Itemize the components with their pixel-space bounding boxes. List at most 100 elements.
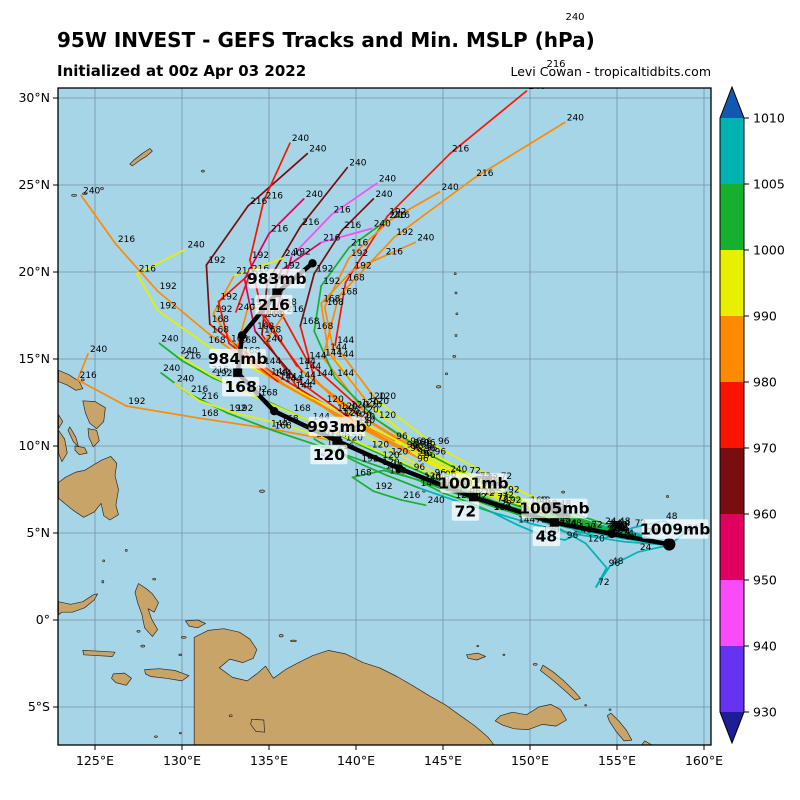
track-segment — [386, 152, 451, 218]
hour-label: 168 — [240, 336, 257, 346]
hour-label: 168 — [294, 404, 311, 414]
track-segment — [299, 166, 349, 228]
hour-label: 240 — [163, 364, 180, 374]
hour-label: 240 — [424, 474, 441, 484]
hour-label: 96 — [424, 439, 436, 449]
track-segment — [320, 269, 354, 305]
track-segment — [417, 486, 455, 501]
track-segment — [372, 490, 403, 501]
track-segment — [282, 382, 343, 420]
track-segment — [205, 205, 249, 266]
hour-label: 240 — [567, 113, 584, 123]
hour-label: 168 — [348, 273, 365, 283]
track-segment — [348, 218, 392, 259]
hour-label: 144 — [518, 515, 535, 525]
hour-label: 144 — [330, 343, 347, 353]
colorbar-tick-label: 990 — [753, 309, 777, 324]
hour-label: 168 — [264, 326, 281, 336]
track-segment — [135, 272, 159, 312]
hour-label: 96 — [417, 447, 429, 457]
hour-label: 216 — [201, 392, 218, 402]
hour-label: 240 — [177, 374, 194, 384]
hour-label: 192 — [215, 369, 232, 379]
islet — [436, 385, 442, 389]
track-segment — [235, 272, 251, 313]
hour-label: 192 — [128, 397, 145, 407]
hour-label: 192 — [294, 247, 311, 257]
hour-label: 96 — [424, 444, 436, 454]
track-segment — [247, 392, 293, 414]
track-segment — [278, 422, 330, 440]
track-segment — [365, 399, 420, 447]
track-segment — [616, 525, 646, 538]
y-axis-tick-label: 25°N — [18, 177, 50, 192]
hour-label: 72 — [598, 578, 609, 588]
hour-label: 120 — [341, 402, 358, 412]
islet — [532, 663, 538, 666]
hour-label: 168 — [201, 409, 218, 419]
hour-label: 120 — [424, 472, 441, 482]
islet — [290, 639, 297, 643]
mean-dot-marker — [308, 259, 317, 268]
hour-label: 120 — [362, 406, 379, 416]
hour-label: 120 — [344, 409, 361, 419]
track-segment — [158, 342, 183, 362]
track-segment — [313, 229, 343, 275]
hour-label: 240 — [83, 186, 100, 196]
hour-label: 240 — [375, 190, 392, 200]
hour-label: 96 — [567, 531, 579, 541]
hour-label: 216 — [236, 267, 253, 277]
stray-hour-label: 240 — [565, 12, 584, 23]
colorbar-arrow-high — [720, 87, 744, 118]
hour-label: 216 — [334, 206, 351, 216]
hour-label: 24 — [616, 521, 628, 531]
hour-label: 120 — [358, 416, 375, 426]
label-box — [222, 376, 260, 397]
track-segment — [334, 281, 347, 346]
islet — [140, 644, 146, 648]
hour-label: 72 — [483, 489, 494, 499]
hour-label: 216 — [351, 239, 368, 249]
islet — [454, 291, 458, 295]
mean-square-marker — [468, 492, 478, 502]
hour-label: 240 — [306, 190, 323, 200]
track-segment — [490, 511, 535, 526]
colorbar-segment — [720, 514, 744, 580]
hour-label: 120 — [391, 447, 408, 457]
label-box — [532, 526, 561, 547]
track-segment — [261, 365, 326, 406]
hour-label: 24 — [617, 524, 629, 534]
islet — [82, 192, 87, 196]
track-segment — [442, 492, 469, 503]
islet — [452, 355, 457, 358]
hour-label: 216 — [393, 211, 410, 221]
islet — [259, 489, 265, 493]
hour-label: 168 — [261, 388, 278, 398]
land-mass — [58, 456, 119, 521]
track-segment — [174, 382, 201, 402]
hour-label: 240 — [428, 496, 445, 506]
hour-label: 216 — [344, 221, 361, 231]
hour-label: 24 — [616, 526, 628, 536]
hour-label: 192 — [236, 404, 253, 414]
y-axis-tick-label: 5°S — [28, 699, 50, 714]
label-box — [308, 416, 366, 437]
map-frame — [57, 87, 712, 746]
hour-label: 216 — [452, 145, 469, 155]
x-axis-tick-label: 130°E — [163, 753, 201, 768]
hour-label: 144 — [275, 369, 292, 379]
hour-label: 144 — [337, 350, 354, 360]
islet — [608, 708, 612, 711]
islet — [71, 194, 77, 197]
mean-pressure-label: 984mb — [208, 350, 268, 368]
hour-label: 24 — [614, 524, 626, 534]
label-box — [248, 268, 306, 289]
hour-label: 240 — [529, 82, 546, 92]
hour-label: 120 — [365, 401, 382, 411]
hour-label: 240 — [266, 334, 283, 344]
track-segment — [295, 379, 354, 421]
hour-label: 144 — [337, 369, 354, 379]
hour-label: 48 — [619, 517, 631, 527]
track-segment — [490, 511, 517, 526]
hour-label: 120 — [588, 534, 605, 544]
